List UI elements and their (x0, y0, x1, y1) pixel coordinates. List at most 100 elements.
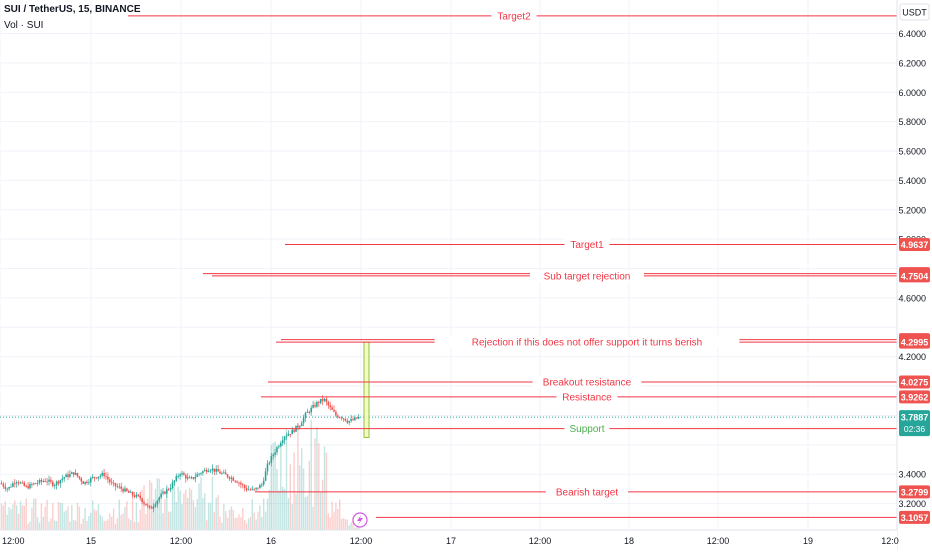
candle-body (335, 411, 337, 416)
candle-body (316, 401, 318, 407)
volume-bar (274, 441, 276, 530)
volume-bar (42, 516, 44, 530)
price-tick-label: 4.2000 (898, 352, 926, 362)
volume-bar (283, 489, 286, 530)
time-tick-label: 18 (624, 536, 634, 546)
volume-bar (249, 516, 252, 530)
candle-body (183, 473, 185, 476)
lightning-icon[interactable] (352, 512, 368, 528)
candle-body (280, 443, 282, 447)
volume-bar (29, 521, 31, 530)
candle-body (312, 404, 314, 408)
candle-body (333, 409, 335, 412)
level-label: Sub target rejection (544, 271, 631, 282)
level-label-bg (545, 485, 629, 498)
level-label-bg (564, 422, 610, 435)
candle-body (10, 486, 12, 488)
volume-bar (318, 443, 320, 530)
currency-box[interactable] (899, 3, 930, 21)
volume-bar (141, 489, 143, 530)
candle-body (141, 498, 143, 503)
volume-bar (160, 496, 162, 530)
candle-body (152, 506, 155, 509)
candle-body (101, 472, 103, 476)
volume-bar (321, 479, 324, 530)
volume-bar (200, 476, 202, 530)
volume-bar (17, 513, 20, 530)
candle-body (162, 491, 164, 494)
price-tick-label: 3.4000 (898, 470, 926, 480)
volume-bar (306, 495, 309, 530)
candle-body (217, 468, 219, 472)
candle-body (287, 434, 290, 436)
candle-body (128, 490, 130, 493)
symbol-legend[interactable]: SUI / TetherUS, 15, BINANCE (4, 4, 141, 15)
candle-body (266, 463, 269, 472)
volume-bar (327, 513, 329, 530)
candle-body (211, 468, 214, 471)
volume-bar (128, 518, 130, 530)
candle-body (344, 418, 347, 421)
candle-body (0, 483, 3, 485)
candle-body (285, 435, 288, 437)
volume-bar (185, 489, 187, 530)
candle-body (314, 404, 316, 407)
level-label: Rejection if this does not offer support… (472, 338, 703, 349)
candle-body (223, 472, 225, 474)
candle-body (131, 491, 134, 496)
candle-body (245, 487, 248, 491)
volume-bar (198, 483, 200, 530)
volume-bar (302, 468, 305, 530)
volume-bar (177, 486, 179, 530)
volume-bar (92, 500, 94, 530)
volume-bar (261, 516, 263, 530)
volume-bar (12, 504, 14, 530)
candle-body (352, 419, 354, 421)
volume-bar (340, 518, 343, 530)
candle-body (274, 452, 276, 455)
volume-bar (90, 512, 92, 530)
volume-bar (339, 499, 341, 530)
candle-body (160, 493, 162, 498)
volume-bar (169, 511, 172, 530)
candle-body (12, 483, 14, 487)
time-tick-label: 12:00 (2, 536, 25, 546)
candle-body (289, 434, 292, 435)
candle-body (33, 483, 35, 485)
candle-body (59, 480, 62, 484)
volume-bar (82, 518, 84, 530)
volume-bar (234, 517, 236, 530)
volume-bar (204, 493, 206, 530)
candle-body (156, 500, 159, 505)
price-tag-label: 3.1057 (901, 513, 929, 523)
price-axis: USDT 6.4000 6.2000 6.0000 5.8000 5.6000 5.4000… (896, 0, 932, 550)
candle-body (97, 476, 100, 479)
candle-body (321, 398, 324, 401)
volume-bar (312, 506, 314, 530)
volume-bar (131, 498, 134, 530)
volume-bar (19, 501, 22, 530)
candles (0, 395, 360, 513)
volume-bar (8, 506, 10, 530)
volume-bar (57, 502, 60, 530)
candle-body (226, 474, 229, 478)
candle-body (348, 420, 350, 423)
candle-body (158, 497, 160, 501)
candle-body (247, 489, 250, 491)
projection-box[interactable] (363, 341, 370, 438)
candle-body (200, 473, 202, 474)
price-tick-label: 6.2000 (898, 58, 926, 68)
volume-legend[interactable]: Vol · SUI (4, 20, 44, 31)
volume-bar (71, 504, 73, 530)
volume-bar (188, 487, 191, 530)
volume-bar (287, 498, 290, 530)
volume-bar (95, 510, 98, 530)
price-tag (899, 510, 930, 524)
volume-bar (33, 498, 35, 530)
price-tick-label: 5.8000 (898, 117, 926, 127)
volume-bar (257, 511, 259, 530)
volume-bar (93, 509, 96, 530)
